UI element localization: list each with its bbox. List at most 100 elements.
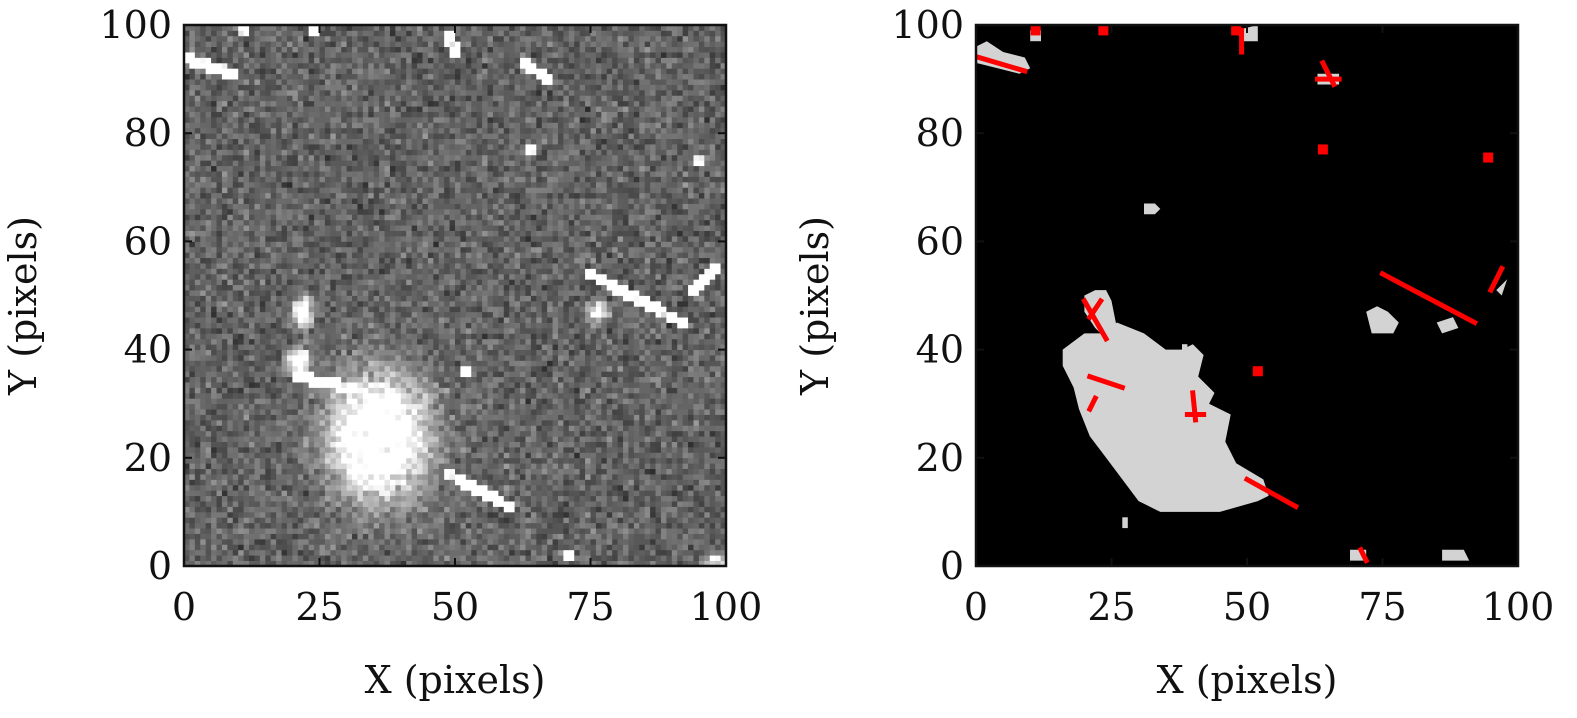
pixel bbox=[509, 528, 516, 534]
pixel bbox=[194, 452, 201, 459]
pixel bbox=[536, 409, 543, 415]
pixel bbox=[314, 452, 320, 459]
pixel bbox=[601, 468, 608, 475]
pixel bbox=[238, 452, 245, 459]
pixel bbox=[211, 522, 217, 529]
pixel bbox=[205, 371, 212, 378]
pixel bbox=[563, 517, 570, 524]
pixel bbox=[579, 425, 586, 432]
pixel bbox=[595, 344, 602, 350]
pixel bbox=[346, 365, 353, 372]
pixel bbox=[520, 322, 526, 329]
pixel bbox=[547, 430, 553, 437]
pixel bbox=[216, 522, 223, 529]
pixel bbox=[438, 560, 445, 567]
pixel bbox=[411, 517, 418, 524]
pixel bbox=[276, 327, 282, 334]
pixel bbox=[606, 446, 613, 453]
pixel bbox=[628, 365, 635, 372]
pixel bbox=[400, 327, 407, 334]
pixel bbox=[639, 360, 646, 367]
pixel bbox=[563, 322, 570, 329]
pixel bbox=[194, 468, 201, 475]
pixel bbox=[509, 441, 516, 448]
pixel bbox=[254, 538, 261, 545]
pixel bbox=[465, 457, 472, 464]
pixel bbox=[249, 490, 255, 497]
pixel bbox=[254, 344, 261, 350]
pixel bbox=[536, 403, 543, 410]
pixel bbox=[644, 398, 651, 405]
pixel bbox=[417, 560, 423, 567]
pixel bbox=[536, 382, 543, 388]
pixel bbox=[368, 430, 375, 437]
pixel bbox=[249, 311, 255, 318]
pixel bbox=[606, 544, 613, 551]
pixel bbox=[384, 382, 391, 388]
pixel bbox=[265, 300, 272, 307]
pixel bbox=[379, 484, 385, 491]
pixel bbox=[530, 360, 537, 367]
pixel bbox=[460, 387, 467, 394]
pixel bbox=[303, 382, 310, 388]
pixel bbox=[595, 311, 602, 318]
pixel bbox=[492, 355, 499, 361]
pixel bbox=[476, 317, 483, 323]
pixel bbox=[324, 441, 331, 448]
pixel bbox=[590, 555, 597, 561]
pixel bbox=[455, 549, 461, 556]
pixel bbox=[449, 511, 456, 518]
pixel bbox=[319, 306, 326, 313]
pixel bbox=[693, 317, 700, 323]
pixel bbox=[270, 295, 277, 302]
pixel bbox=[688, 490, 694, 497]
pixel bbox=[606, 484, 613, 491]
pixel bbox=[308, 528, 315, 534]
pixel bbox=[200, 398, 207, 405]
pixel bbox=[341, 511, 347, 518]
pixel bbox=[406, 522, 413, 529]
pixel bbox=[487, 306, 494, 313]
pixel bbox=[628, 322, 635, 329]
pixel bbox=[292, 344, 299, 350]
pixel bbox=[666, 560, 673, 567]
pixel bbox=[677, 360, 684, 367]
pixel bbox=[465, 371, 472, 378]
pixel bbox=[308, 311, 315, 318]
pixel bbox=[650, 322, 656, 329]
pixel bbox=[590, 371, 597, 378]
pixel bbox=[276, 479, 282, 486]
pixel bbox=[520, 560, 526, 567]
pixel bbox=[379, 549, 385, 556]
pixel bbox=[720, 376, 727, 383]
pixel bbox=[297, 344, 304, 350]
pixel bbox=[189, 528, 196, 534]
pixel bbox=[601, 506, 608, 513]
pixel bbox=[471, 327, 478, 334]
pixel bbox=[227, 555, 234, 561]
pixel bbox=[590, 349, 597, 356]
pixel bbox=[243, 425, 250, 432]
pixel bbox=[465, 555, 472, 561]
pixel bbox=[314, 403, 320, 410]
pixel bbox=[308, 306, 315, 313]
pixel bbox=[189, 452, 196, 459]
pixel bbox=[211, 327, 217, 334]
pixel bbox=[617, 327, 624, 334]
pixel bbox=[400, 295, 407, 302]
pixel bbox=[216, 409, 223, 415]
pixel bbox=[492, 387, 499, 394]
pixel bbox=[221, 300, 228, 307]
pixel bbox=[557, 441, 564, 448]
pixel bbox=[276, 533, 282, 540]
pixel bbox=[715, 327, 721, 334]
pixel bbox=[281, 311, 288, 318]
pixel bbox=[514, 333, 521, 340]
pixel bbox=[303, 457, 310, 464]
pixel bbox=[688, 522, 694, 529]
pixel bbox=[308, 419, 315, 426]
pixel bbox=[460, 555, 467, 561]
pixel bbox=[698, 333, 705, 340]
pixel bbox=[438, 376, 445, 383]
pixel bbox=[346, 349, 353, 356]
